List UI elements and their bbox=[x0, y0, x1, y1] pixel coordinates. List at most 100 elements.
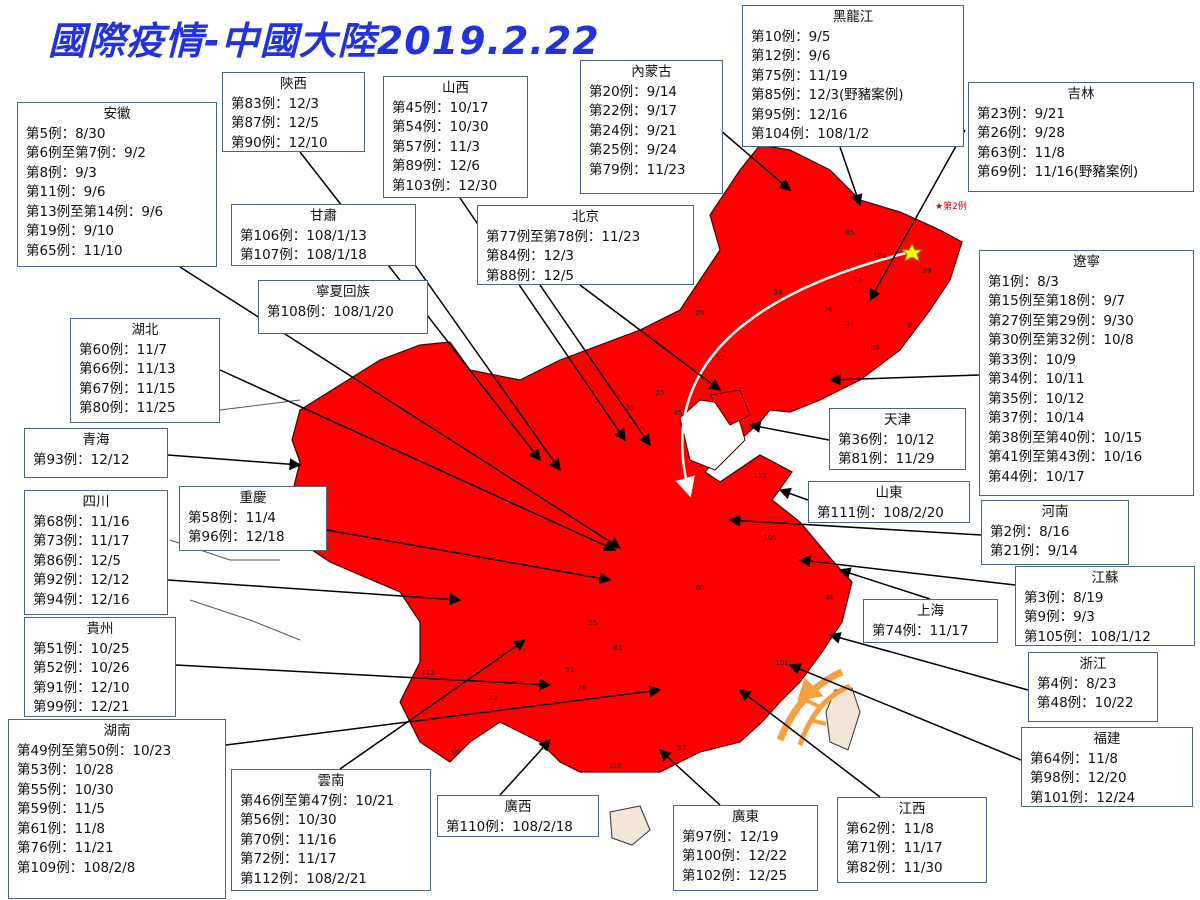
case-line: 第48例：10/22 bbox=[1037, 695, 1134, 711]
callout-arrow bbox=[869, 129, 966, 302]
map-label: 76 bbox=[578, 684, 587, 692]
case-box: 吉林 第23例：9/21 第26例：9/28 第63例：11/8 第69例：11/16(… bbox=[968, 82, 1194, 192]
map-label: 63 bbox=[908, 322, 917, 330]
case-box: 四川 第68例：11/16 第73例：11/17 第86例：12/5 第92例：12/1… bbox=[24, 490, 168, 615]
callout-arrow bbox=[788, 663, 1022, 761]
case-line: 第103例：12/30 bbox=[392, 177, 498, 194]
case-box: 山東 第111例：108/2/20 bbox=[808, 481, 970, 523]
box-title: 上海 bbox=[917, 603, 944, 619]
callout-arrow bbox=[339, 639, 527, 770]
case-box: 重慶 第58例：11/4 第96例：12/18 bbox=[179, 486, 327, 551]
box-title: 浙江 bbox=[1079, 656, 1107, 672]
callout-arrow bbox=[828, 373, 980, 386]
case-box: 青海 第93例：12/12 bbox=[24, 428, 168, 478]
map-label: 69 bbox=[871, 344, 880, 352]
case-line: 第37例：10/14 bbox=[988, 410, 1085, 426]
map-label: 20 bbox=[696, 309, 705, 317]
case-line: 第112例：108/2/21 bbox=[240, 870, 367, 887]
box-title: 江蘇 bbox=[1091, 570, 1119, 586]
case-line: 第75例：11/19 bbox=[751, 67, 848, 84]
map-label: 72 bbox=[489, 694, 498, 702]
case-box: 陝西 第83例：12/3 第87例：12/5 第90例：12/10 bbox=[222, 72, 365, 152]
callout-arrow bbox=[167, 579, 462, 606]
case-box: 山西 第45例：10/17 第54例：10/30 第57例：11/3 第89例：12/6… bbox=[383, 76, 528, 198]
case-line: 第68例：11/16 bbox=[33, 513, 130, 530]
callout-arrow bbox=[326, 529, 612, 585]
case-line: 第73例：11/17 bbox=[33, 533, 130, 549]
case-line: 第35例：10/12 bbox=[988, 390, 1085, 407]
map-label: 26 bbox=[824, 306, 833, 314]
case-line: 第34例：10/11 bbox=[988, 371, 1085, 387]
case-line: 第5例：8/30 bbox=[26, 125, 106, 142]
case-line: 第80例：11/25 bbox=[79, 400, 176, 416]
case-line: 第85例：12/3(野豬案例) bbox=[751, 87, 904, 103]
hainan bbox=[609, 805, 651, 846]
case-line: 第24例：9/21 bbox=[589, 122, 677, 139]
spread-arrow bbox=[675, 250, 911, 498]
case-line: 第49例至第50例：10/23 bbox=[17, 742, 172, 759]
callout-arrow bbox=[828, 632, 1029, 691]
callout-arrow bbox=[414, 264, 561, 472]
case-line: 第58例：11/4 bbox=[188, 509, 276, 526]
case-line: 第54例：10/30 bbox=[392, 119, 489, 135]
case-line: 第36例：10/12 bbox=[838, 431, 935, 448]
box-title: 山西 bbox=[442, 80, 469, 96]
case-line: 第21例：9/14 bbox=[990, 543, 1078, 559]
box-title: 內蒙古 bbox=[631, 64, 672, 80]
callout-arrow bbox=[167, 454, 302, 471]
case-line: 第84例：12/3 bbox=[486, 248, 574, 264]
case-line: 第65例：11/10 bbox=[26, 242, 123, 259]
case-line: 第52例：10/26 bbox=[33, 660, 130, 676]
case-line: 第106例：108/1/13 bbox=[240, 227, 367, 244]
case-box: 江蘇 第3例：8/19 第9例：9/3 第105例：108/1/12 bbox=[1015, 566, 1195, 646]
case-line: 第38例至第40例：10/15 bbox=[988, 429, 1143, 446]
case-box: 廣西 第110例：108/2/18 bbox=[437, 795, 599, 837]
case-line: 第51例：10/25 bbox=[33, 640, 130, 657]
case-line: 第69例：11/16(野豬案例) bbox=[977, 164, 1139, 180]
map-labels: 85 108 75 26 33 63 69 99 34 20 22 29 25 45 111 105 60 46 1… bbox=[421, 229, 931, 770]
box-title: 河南 bbox=[1041, 504, 1069, 520]
case-line: 第22例：9/17 bbox=[589, 103, 677, 119]
map-label: 60 bbox=[696, 584, 705, 592]
case-line: 第98例：12/20 bbox=[1030, 770, 1127, 786]
case-box: 河南 第2例：8/16 第21例：9/14 bbox=[981, 500, 1129, 565]
callout-arrow bbox=[748, 421, 830, 441]
box-title: 寧夏回族 bbox=[316, 284, 370, 300]
case-line: 第1例：8/3 bbox=[988, 273, 1059, 290]
case-line: 第71例：11/17 bbox=[846, 840, 943, 856]
case-line: 第59例：11/5 bbox=[17, 801, 105, 817]
case-line: 第109例：108/2/8 bbox=[17, 859, 136, 876]
orange-arrow bbox=[804, 690, 826, 726]
case-line: 第6例至第7例：9/2 bbox=[26, 145, 146, 161]
case-line: 第93例：12/12 bbox=[33, 451, 130, 468]
case-box: 福建 第64例：11/8 第98例：12/20 第101例：12/24 bbox=[1021, 727, 1193, 807]
map-label: 34 bbox=[774, 289, 783, 297]
case-line: 第70例：11/16 bbox=[240, 831, 337, 848]
map-label: 85 bbox=[846, 229, 855, 237]
case-line: 第81例：11/29 bbox=[838, 451, 935, 467]
case-line: 第77例至第78例：11/23 bbox=[486, 228, 641, 245]
liaodong bbox=[709, 389, 751, 426]
map-label: 81 bbox=[614, 644, 623, 652]
case-line: 第63例：11/8 bbox=[977, 144, 1065, 161]
case-line: 第64例：11/8 bbox=[1030, 750, 1118, 767]
case-line: 第102例：12/25 bbox=[682, 867, 788, 884]
case-line: 第90例：12/10 bbox=[231, 134, 328, 151]
box-title: 廣西 bbox=[504, 799, 532, 815]
case-line: 第72例：11/17 bbox=[240, 851, 337, 867]
case-line: 第76例：11/21 bbox=[17, 840, 114, 856]
box-title: 遼寧 bbox=[1073, 254, 1100, 270]
case-line: 第13例至第14例：9/6 bbox=[26, 203, 164, 220]
box-title: 天津 bbox=[884, 412, 911, 428]
case-box: 黑龍江 第10例：9/5 第12例：9/6 第75例：11/19 第85例：12/3(野… bbox=[742, 5, 964, 147]
case-box: 廣東 第97例：12/19 第100例：12/22 第102例：12/25 bbox=[673, 805, 818, 891]
callout-arrow bbox=[539, 284, 651, 447]
box-title: 湖南 bbox=[103, 723, 131, 739]
case-box: 湖北 第60例：11/7 第66例：11/13 第67例：11/15 第80例：11/2… bbox=[70, 318, 220, 423]
case-box: 甘肅 第106例：108/1/13 第107例：108/1/18 bbox=[231, 204, 416, 266]
case-line: 第107例：108/1/18 bbox=[240, 247, 367, 263]
case-line: 第61例：11/8 bbox=[17, 820, 105, 837]
case-line: 第97例：12/19 bbox=[682, 828, 779, 845]
